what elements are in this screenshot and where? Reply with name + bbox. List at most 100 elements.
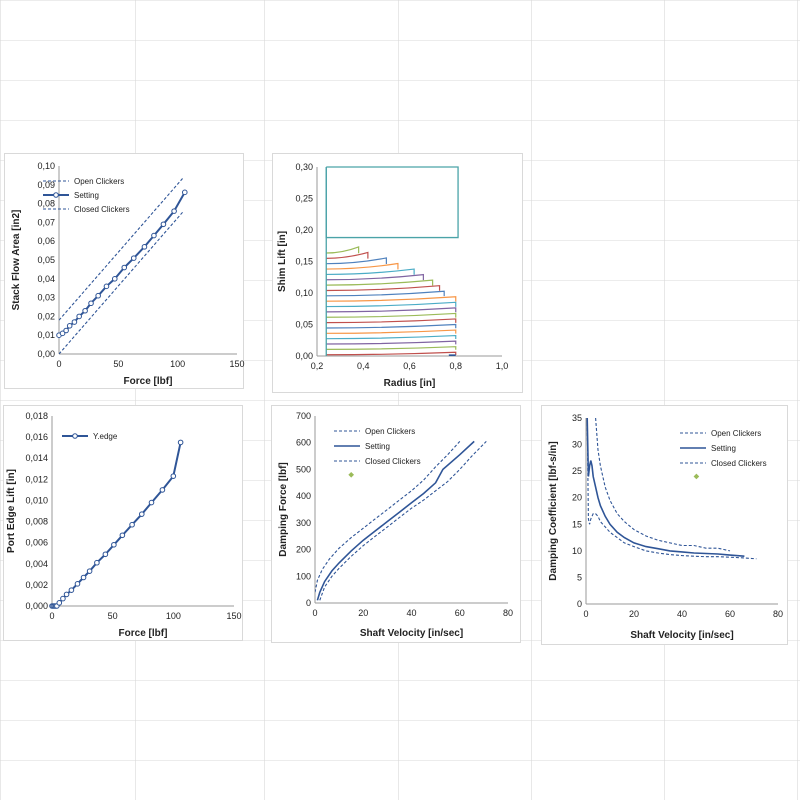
legend-label: Setting xyxy=(711,444,736,453)
x-tick-label: 150 xyxy=(229,359,244,369)
data-point xyxy=(111,276,118,282)
port-edge-lift-chart[interactable]: 0 50 100 150 0,000 0,002 0,004 0,006 0,008 0,010 0… xyxy=(3,405,243,641)
data-point xyxy=(119,532,126,539)
y-tick-label: 5 xyxy=(577,572,582,582)
shim-curve xyxy=(326,346,457,350)
y-tick-label: 0,006 xyxy=(25,538,48,548)
y-tick-label: 0,016 xyxy=(25,432,48,442)
plot-area xyxy=(586,417,757,560)
y-axis-title: Damping Coefficient [lbf-s/in] xyxy=(548,441,559,580)
y-tick-label: 20 xyxy=(572,493,582,503)
data-point xyxy=(82,307,88,314)
damping-force-chart[interactable]: 0 20 40 60 80 0 100 200 300 400 500 600 700 Shaft Vel… xyxy=(271,405,521,643)
plot-area xyxy=(59,176,186,354)
y-tick-label: 0,07 xyxy=(37,217,55,227)
shim-lift-chart[interactable]: 0,2 0,4 0,6 0,8 1,0 0,00 0,05 0,10 0,15 0,20 0,25 0… xyxy=(272,153,523,393)
stack-flow-area-chart[interactable]: 0 50 100 150 0,00 0,01 0,02 0,03 0,04 0,05 0,06 0,0… xyxy=(4,153,245,389)
marker-point xyxy=(348,471,355,478)
series-line-2 xyxy=(586,417,757,560)
data-point xyxy=(74,581,81,587)
x-tick-label: 80 xyxy=(773,609,783,619)
x-tick-label: 150 xyxy=(226,611,241,621)
data-point xyxy=(94,559,100,566)
data-point xyxy=(60,595,66,602)
legend-label: Open Clickers xyxy=(711,429,761,438)
legend-marker xyxy=(72,433,78,439)
plot-area xyxy=(52,442,182,606)
data-point xyxy=(63,591,70,598)
series-line-1 xyxy=(586,417,745,557)
data-point xyxy=(148,499,155,506)
data-point xyxy=(129,521,135,528)
shim-curve xyxy=(326,257,387,265)
y-tick-label: 0,00 xyxy=(37,349,55,359)
shim-curve xyxy=(326,285,441,292)
data-point xyxy=(111,541,117,548)
series-line-0 xyxy=(595,417,731,552)
data-point xyxy=(171,208,177,214)
plot-area xyxy=(315,440,487,601)
y-tick-label: 15 xyxy=(572,519,582,529)
y-tick-label: 0,09 xyxy=(37,180,55,190)
y-tick-label: 0,03 xyxy=(37,293,55,303)
shim-curve xyxy=(326,340,457,345)
y-tick-label: 0,01 xyxy=(37,330,55,340)
shim-curve xyxy=(326,268,415,276)
y-tick-label: 400 xyxy=(296,491,311,501)
series-line-2 xyxy=(59,210,185,354)
data-point xyxy=(138,511,145,517)
data-point xyxy=(177,439,184,446)
data-point xyxy=(160,221,167,228)
x-tick-label: 0,4 xyxy=(357,361,370,371)
y-tick-label: 0,008 xyxy=(25,517,48,527)
y-tick-label: 0,02 xyxy=(37,311,55,321)
y-tick-label: 700 xyxy=(296,411,311,421)
marker-point xyxy=(693,473,700,480)
x-tick-label: 1,0 xyxy=(496,361,509,371)
y-tick-label: 25 xyxy=(572,466,582,476)
data-point xyxy=(76,313,82,320)
x-tick-label: 80 xyxy=(503,608,513,618)
data-point xyxy=(71,319,78,325)
data-point xyxy=(68,587,75,593)
y-tick-label: 0 xyxy=(306,598,311,608)
y-tick-label: 0,05 xyxy=(37,255,55,265)
series-line-0 xyxy=(52,442,182,606)
series-line-2 xyxy=(319,441,487,601)
y-tick-label: 100 xyxy=(296,571,311,581)
x-tick-label: 40 xyxy=(677,609,687,619)
data-point xyxy=(121,264,128,271)
shim-curve xyxy=(326,290,445,297)
x-tick-label: 20 xyxy=(629,609,639,619)
x-tick-label: 0 xyxy=(49,611,54,621)
damping-coefficient-chart[interactable]: 0 20 40 60 80 0 5 10 15 20 25 30 35 Shaft Velocity [i… xyxy=(541,405,788,645)
legend-label: Closed Clickers xyxy=(711,459,767,468)
y-tick-label: 0,000 xyxy=(25,601,48,611)
x-tick-label: 20 xyxy=(358,608,368,618)
shim-curve xyxy=(326,334,457,340)
y-tick-label: 0,002 xyxy=(25,580,48,590)
x-tick-label: 0 xyxy=(583,609,588,619)
data-point xyxy=(86,568,93,574)
data-point xyxy=(170,473,177,479)
y-tick-label: 0,012 xyxy=(25,474,48,484)
x-axis-title: Force [lbf] xyxy=(124,376,173,387)
data-point xyxy=(141,244,148,250)
shim-curve xyxy=(326,307,457,313)
data-point xyxy=(88,300,94,307)
legend-marker xyxy=(53,192,59,198)
y-tick-label: 0,014 xyxy=(25,453,48,463)
shim-curve xyxy=(326,296,457,302)
y-tick-label: 0,05 xyxy=(295,320,313,330)
legend-label: Closed Clickers xyxy=(365,457,421,466)
y-tick-label: 0,25 xyxy=(295,194,313,204)
y-axis-title: Damping Force [lbf] xyxy=(278,462,289,556)
legend-label: Y.edge xyxy=(93,432,118,441)
data-point xyxy=(80,574,87,581)
x-tick-label: 60 xyxy=(455,608,465,618)
x-tick-label: 0,8 xyxy=(449,361,462,371)
y-tick-label: 200 xyxy=(296,545,311,555)
y-tick-label: 0,15 xyxy=(295,257,313,267)
y-tick-label: 0,04 xyxy=(37,274,55,284)
shim-curve xyxy=(326,312,457,318)
